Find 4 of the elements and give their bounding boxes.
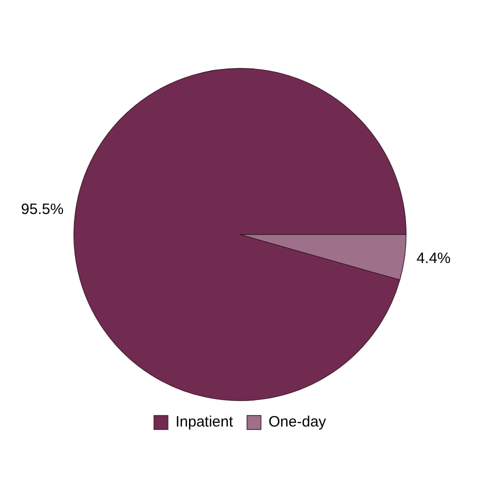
legend-label: Inpatient: [175, 414, 234, 431]
data-label: 95.5%: [21, 201, 64, 218]
legend-label: One-day: [268, 414, 327, 431]
data-label: 4.4%: [416, 250, 451, 268]
